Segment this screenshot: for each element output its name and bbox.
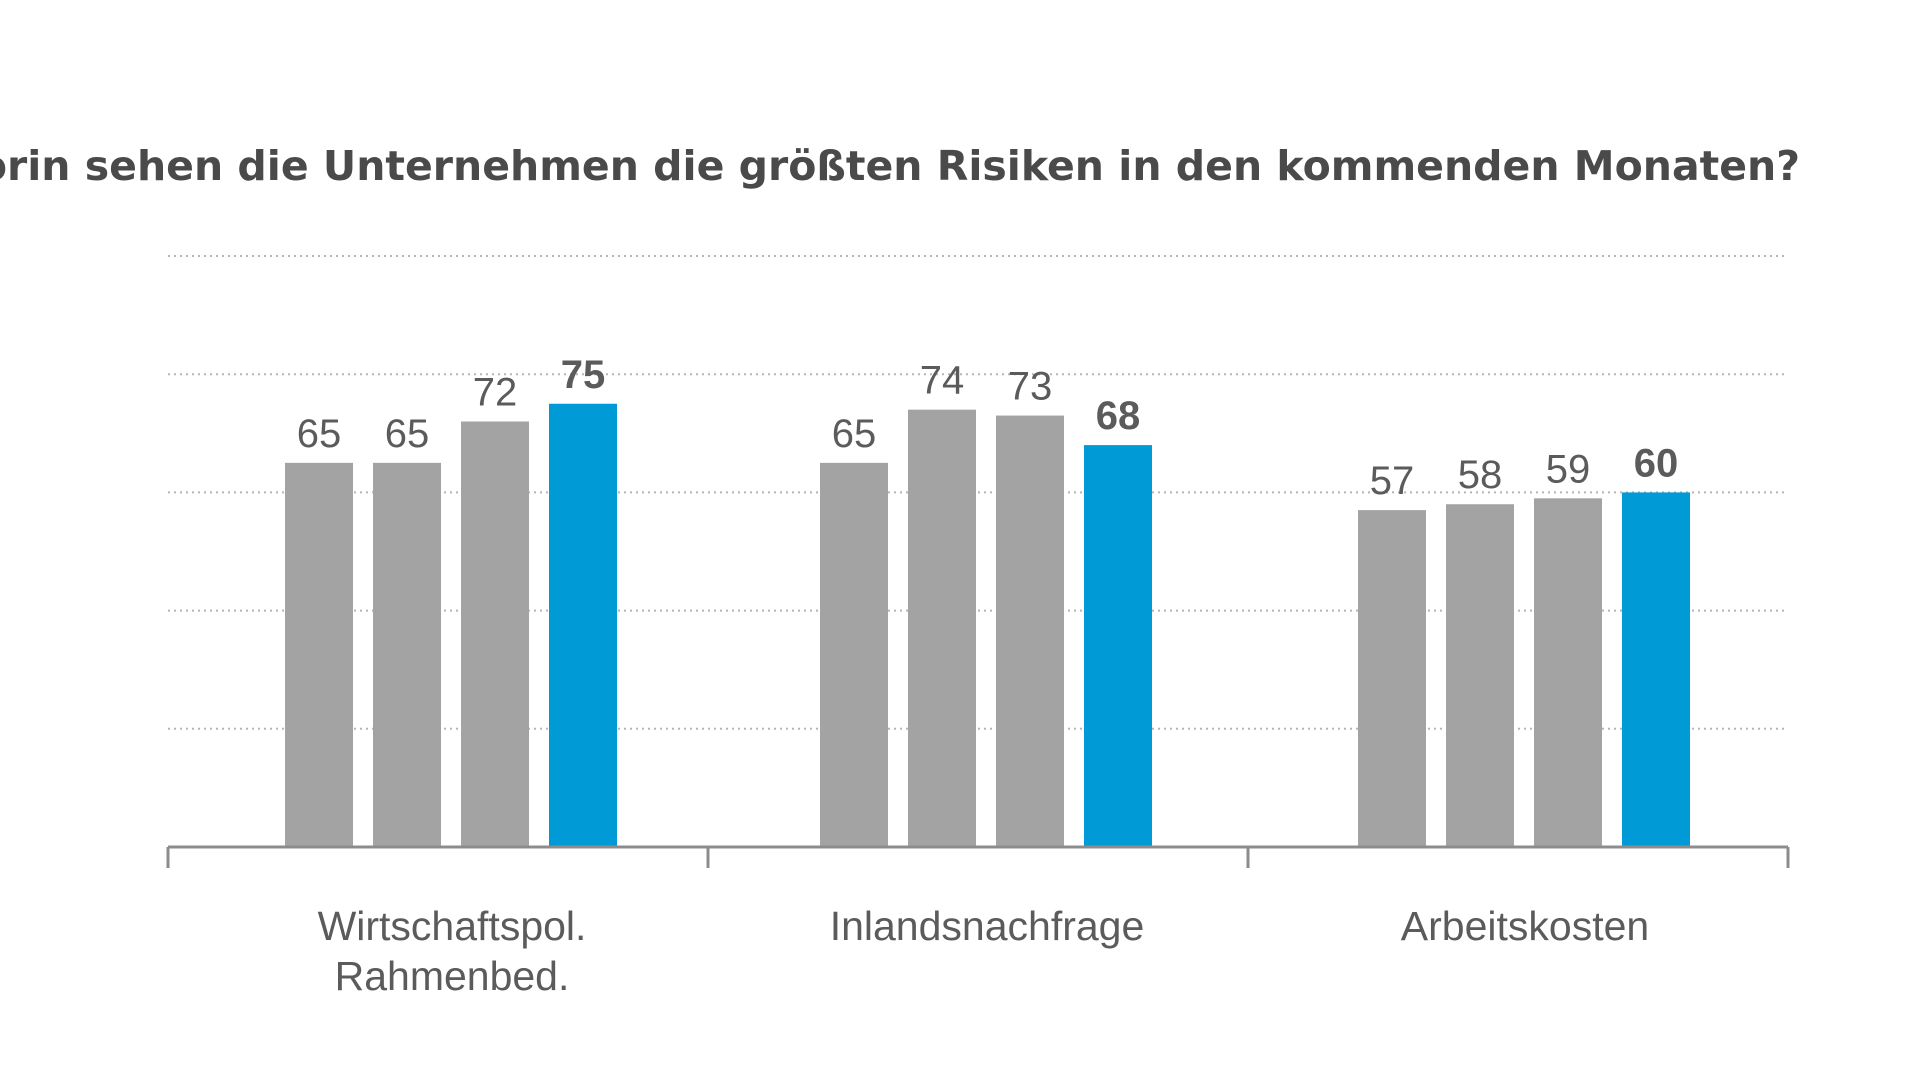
bar bbox=[1622, 492, 1690, 847]
data-label: 74 bbox=[920, 359, 965, 403]
bar bbox=[1446, 504, 1514, 847]
bar bbox=[285, 462, 353, 847]
data-label: 65 bbox=[385, 412, 430, 456]
bar bbox=[549, 403, 617, 847]
data-label: 60 bbox=[1634, 441, 1679, 485]
bar bbox=[996, 415, 1064, 847]
value-labels: 65 65 57 65 74 58 72 73 59 75 68 60 bbox=[297, 353, 1679, 503]
category-label: Wirtschaftspol. Rahmenbed. bbox=[318, 903, 587, 999]
data-label: 58 bbox=[1458, 453, 1503, 497]
category-label: Inlandsnachfrage bbox=[830, 903, 1145, 949]
data-label: 72 bbox=[473, 370, 518, 414]
bar bbox=[1084, 445, 1152, 847]
bar bbox=[461, 421, 529, 847]
data-label: 68 bbox=[1096, 394, 1141, 438]
bar bbox=[820, 462, 888, 847]
bar bbox=[1534, 498, 1602, 847]
data-label: 65 bbox=[297, 412, 342, 456]
data-label: 75 bbox=[561, 353, 606, 397]
chart-title: Worin sehen die Unternehmen die größten … bbox=[0, 142, 1800, 190]
bar bbox=[1358, 510, 1426, 847]
data-label: 73 bbox=[1008, 365, 1053, 409]
bar bbox=[373, 462, 441, 847]
category-labels: Wirtschaftspol. Rahmenbed. Inlandsnachfrag… bbox=[318, 903, 1650, 999]
data-label: 59 bbox=[1546, 447, 1591, 491]
data-label: 65 bbox=[832, 412, 877, 456]
category-label: Arbeitskosten bbox=[1401, 903, 1649, 949]
x-axis bbox=[166, 845, 1790, 868]
bars bbox=[285, 403, 1690, 847]
data-label: 57 bbox=[1370, 459, 1415, 503]
bar bbox=[908, 409, 976, 847]
